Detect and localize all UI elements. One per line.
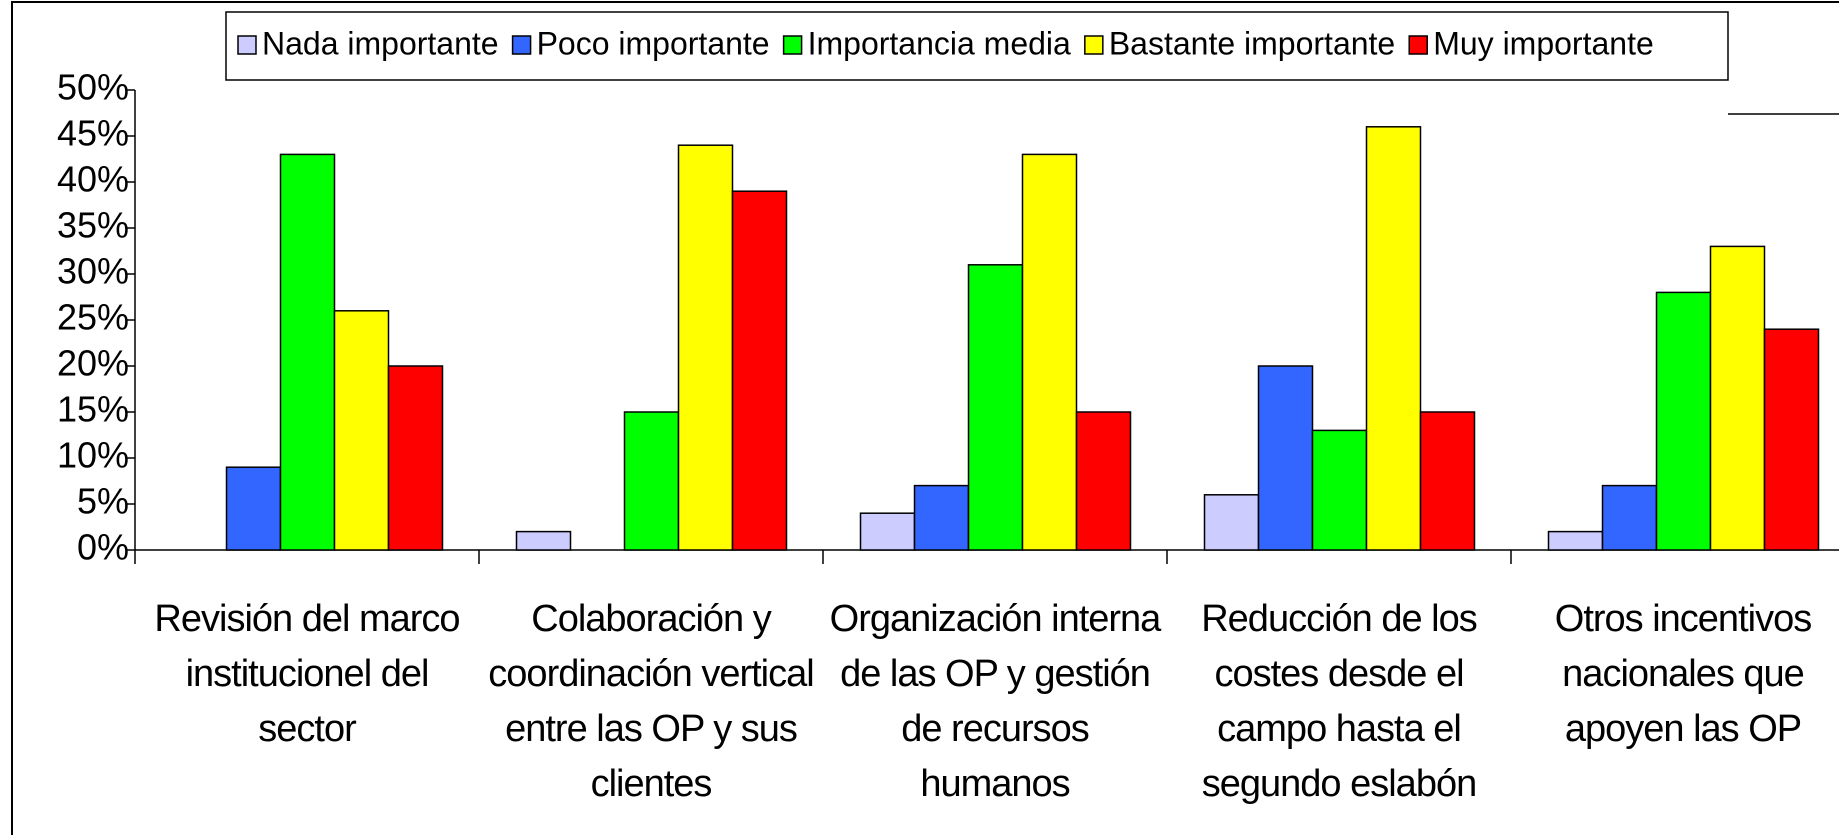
y-tick-label: 20% bbox=[57, 343, 129, 384]
legend-swatch bbox=[1408, 35, 1428, 55]
bar bbox=[387, 365, 444, 551]
y-tick-label: 10% bbox=[57, 435, 129, 476]
bar bbox=[1311, 429, 1368, 551]
bar bbox=[1419, 411, 1476, 551]
x-tick-label: Otros incentivos nacionales que apoyen l… bbox=[1554, 598, 1812, 750]
x-tick-label: Revisión del marco institucionel del sec… bbox=[154, 598, 460, 750]
bar bbox=[279, 153, 336, 551]
bar bbox=[225, 466, 282, 551]
legend-swatch bbox=[782, 35, 803, 55]
bar bbox=[1021, 153, 1078, 551]
bar bbox=[1075, 411, 1132, 551]
bar bbox=[1601, 484, 1658, 551]
y-tick-label: 30% bbox=[57, 251, 129, 292]
bar bbox=[677, 144, 734, 551]
legend-label: Importancia media bbox=[808, 25, 1071, 61]
bar bbox=[1763, 328, 1820, 551]
bar bbox=[967, 264, 1024, 551]
x-tick-label: Colaboración y coordinación vertical ent… bbox=[488, 598, 814, 805]
legend-label: Bastante importante bbox=[1109, 25, 1395, 61]
y-tick-label: 25% bbox=[57, 297, 129, 338]
legend-swatch bbox=[511, 35, 532, 55]
bar bbox=[333, 310, 390, 551]
bar bbox=[623, 411, 680, 551]
x-tick-label: Organización interna de las OP y gestión… bbox=[829, 598, 1162, 805]
bar bbox=[515, 530, 572, 551]
bar bbox=[913, 484, 970, 551]
bar bbox=[1257, 365, 1314, 551]
legend-swatch bbox=[237, 35, 257, 55]
bar bbox=[859, 512, 916, 551]
legend-label: Poco importante bbox=[537, 25, 770, 61]
bar bbox=[1655, 291, 1712, 551]
legend-swatch bbox=[1084, 35, 1104, 55]
x-tick-label: Reducción de los costes desde el campo h… bbox=[1201, 598, 1478, 805]
y-tick-label: 5% bbox=[77, 481, 129, 522]
chart-frame bbox=[11, 1, 1839, 835]
y-tick-label: 0% bbox=[77, 527, 129, 568]
bar bbox=[1709, 245, 1766, 551]
y-tick-label: 45% bbox=[57, 113, 129, 154]
y-tick-label: 35% bbox=[57, 205, 129, 246]
legend-label: Nada importante bbox=[262, 25, 499, 61]
bar bbox=[1203, 494, 1260, 551]
bar bbox=[1365, 126, 1422, 551]
legend-box bbox=[225, 11, 1729, 81]
legend-label: Muy importante bbox=[1433, 25, 1654, 61]
y-tick-label: 15% bbox=[57, 389, 129, 430]
y-tick-label: 40% bbox=[57, 159, 129, 200]
bar bbox=[731, 190, 788, 551]
bar bbox=[1547, 530, 1604, 551]
y-tick-label: 50% bbox=[57, 67, 129, 108]
